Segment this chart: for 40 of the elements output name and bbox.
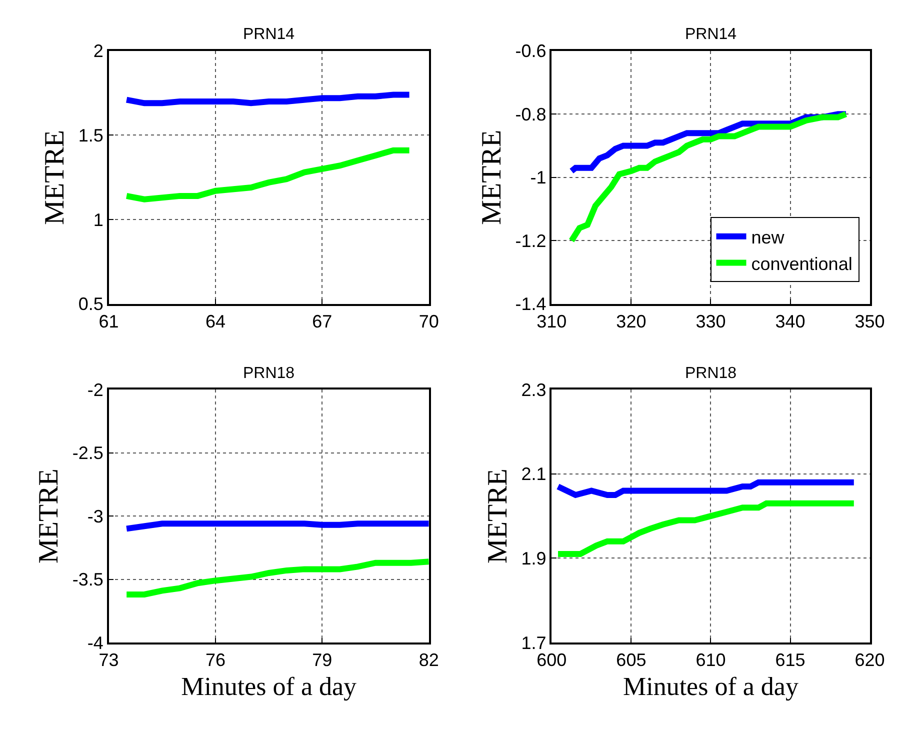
chart-title: PRN14: [685, 26, 737, 43]
y-tick-label: -2.5: [72, 443, 104, 464]
x-tick-label: 340: [775, 311, 806, 332]
y-axis-title: METRE: [40, 130, 71, 225]
x-tick-label: 82: [418, 650, 439, 670]
y-tick-label: -2: [87, 380, 104, 400]
y-axis-title: METRE: [482, 468, 514, 564]
x-tick-label: 330: [696, 311, 726, 332]
x-tick-label: 76: [205, 650, 226, 670]
y-tick-label: -3: [87, 506, 104, 526]
y-tick-label: -3.5: [72, 570, 104, 590]
y-tick-label: 2.3: [521, 380, 546, 400]
x-tick-label: 610: [696, 650, 726, 670]
x-tick-label: 320: [616, 311, 646, 332]
chart-title: PRN18: [685, 365, 737, 382]
y-tick-label: 1.5: [78, 126, 104, 146]
legend-label: new: [751, 227, 786, 248]
legend-label: conventional: [751, 254, 852, 274]
x-tick-label: 620: [854, 650, 885, 670]
x-tick-label: 350: [854, 311, 885, 332]
x-axis-title: Minutes of a day: [622, 672, 798, 702]
y-tick-label: -0.6: [515, 41, 546, 62]
y-tick-label: -0.8: [515, 104, 546, 124]
x-tick-label: 70: [418, 311, 439, 332]
chart-title: PRN14: [243, 26, 295, 43]
y-tick-label: 1.9: [521, 548, 546, 569]
y-axis-title: METRE: [34, 468, 65, 564]
y-tick-label: 2: [93, 41, 104, 62]
x-tick-label: 64: [205, 311, 226, 332]
y-tick-label: 1: [93, 210, 104, 230]
y-tick-label: -1.2: [515, 230, 546, 251]
y-axis-title: METRE: [476, 130, 508, 225]
y-tick-label: 2.1: [521, 464, 546, 484]
x-tick-label: 67: [312, 311, 332, 332]
x-axis-title: Minutes of a day: [181, 672, 357, 702]
x-tick-label: 615: [775, 650, 806, 670]
chart-title: PRN18: [243, 365, 295, 382]
x-tick-label: 79: [312, 650, 332, 670]
y-tick-label: -1: [530, 168, 546, 188]
x-tick-label: 605: [616, 650, 646, 670]
